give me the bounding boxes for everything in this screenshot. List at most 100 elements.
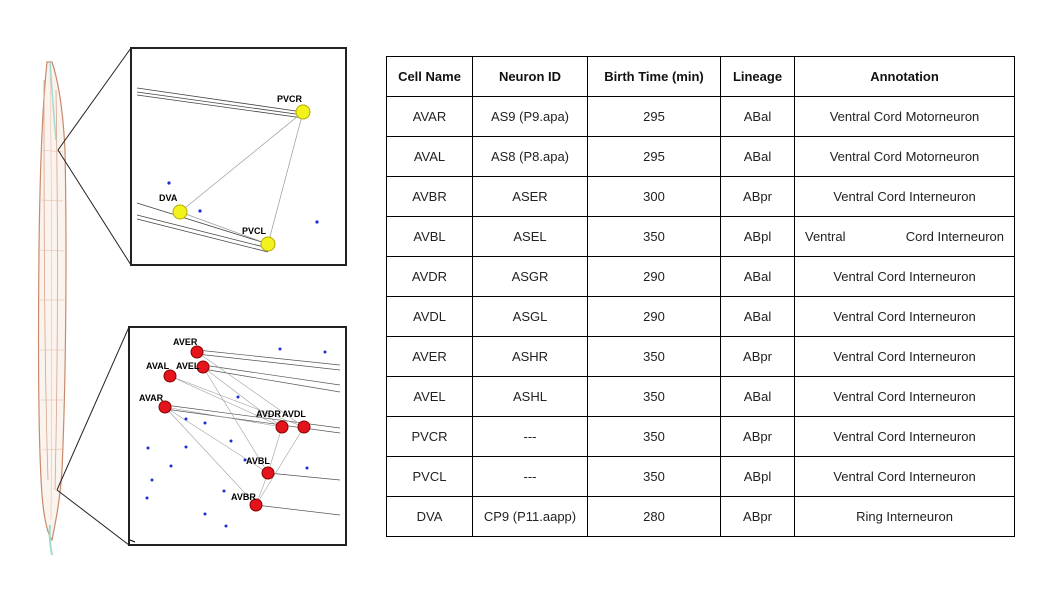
annotation-part-left: Ventral — [805, 229, 846, 244]
birth-time: 290 — [587, 296, 721, 337]
neuron-id: CP9 (P11.aapp) — [472, 496, 588, 537]
zoom-callout-lines — [56, 47, 132, 546]
neuron-id: AS9 (P9.apa) — [472, 96, 588, 137]
lineage: ABpl — [720, 216, 795, 257]
table-row: AVDR ASGR 290 ABal Ventral Cord Interneu… — [386, 256, 1015, 297]
annotation: Ventral Cord Interneuron — [794, 416, 1015, 457]
lineage: ABpr — [720, 496, 795, 537]
cell-name: DVA — [386, 496, 473, 537]
annotation: Ventral Cord Interneuron — [794, 256, 1015, 297]
node-avbl — [261, 466, 275, 480]
node-avdl — [297, 420, 311, 434]
cell-name: AVBR — [386, 176, 473, 217]
label-avdl: AVDL — [282, 409, 306, 419]
lineage: ABal — [720, 376, 795, 417]
cell-name: AVBL — [386, 216, 473, 257]
birth-time: 295 — [587, 136, 721, 177]
neuron-id: ASEL — [472, 216, 588, 257]
header-neuron-id: Neuron ID — [472, 56, 588, 97]
neuron-id: ASGL — [472, 296, 588, 337]
label-aval: AVAL — [146, 361, 170, 371]
figure-svg: PVCR DVA PVCL — [37, 47, 347, 556]
label-avar: AVAR — [139, 393, 164, 403]
label-aver: AVER — [173, 337, 198, 347]
label-pvcl: PVCL — [242, 226, 267, 236]
node-avar — [158, 400, 172, 414]
node-avbr — [249, 498, 263, 512]
lineage: ABpr — [720, 176, 795, 217]
annotation: Ventral Cord Motorneuron — [794, 96, 1015, 137]
neuron-table: Cell Name Neuron ID Birth Time (min) Lin… — [386, 56, 1015, 537]
neuron-id: ASHR — [472, 336, 588, 377]
worm-neuron-figure: PVCR DVA PVCL — [0, 0, 380, 595]
cell-name: AVDR — [386, 256, 473, 297]
node-avdr — [275, 420, 289, 434]
annotation: Ventral Cord Interneuron — [794, 456, 1015, 497]
table-row: AVER ASHR 350 ABpr Ventral Cord Interneu… — [386, 336, 1015, 377]
birth-time: 280 — [587, 496, 721, 537]
annotation: Ventral Cord Interneuron — [794, 296, 1015, 337]
neuron-id: --- — [472, 456, 588, 497]
lineage: ABal — [720, 256, 795, 297]
birth-time: 295 — [587, 96, 721, 137]
birth-time: 300 — [587, 176, 721, 217]
header-annotation: Annotation — [794, 56, 1015, 97]
lineage: ABal — [720, 136, 795, 177]
label-pvcr: PVCR — [277, 94, 303, 104]
node-pvcl — [260, 236, 276, 252]
annotation-part-right: Cord Interneuron — [905, 229, 1004, 244]
cell-name: PVCL — [386, 456, 473, 497]
table-row: PVCR --- 350 ABpr Ventral Cord Interneur… — [386, 416, 1015, 457]
lineage: ABpl — [720, 456, 795, 497]
annotation: Ring Interneuron — [794, 496, 1015, 537]
table-row: PVCL --- 350 ABpl Ventral Cord Interneur… — [386, 456, 1015, 497]
table-header-row: Cell Name Neuron ID Birth Time (min) Lin… — [386, 56, 1015, 97]
worm-head-tip — [49, 61, 57, 141]
cell-name: AVDL — [386, 296, 473, 337]
label-avel: AVEL — [176, 361, 200, 371]
table-row: AVBR ASER 300 ABpr Ventral Cord Interneu… — [386, 176, 1015, 217]
annotation: Ventral Cord Interneuron — [794, 176, 1015, 217]
neuron-id: ASHL — [472, 376, 588, 417]
birth-time: 350 — [587, 216, 721, 257]
top-zoom-panel: PVCR DVA PVCL — [130, 47, 347, 266]
neuron-id: --- — [472, 416, 588, 457]
worm-body — [37, 61, 67, 556]
table-row: AVAL AS8 (P8.apa) 295 ABal Ventral Cord … — [386, 136, 1015, 177]
table-row: AVDL ASGL 290 ABal Ventral Cord Interneu… — [386, 296, 1015, 337]
cell-name: AVEL — [386, 376, 473, 417]
node-aver — [190, 345, 204, 359]
neuron-id: ASGR — [472, 256, 588, 297]
neuron-id: AS8 (P8.apa) — [472, 136, 588, 177]
annotation-split: Ventral Cord Interneuron — [795, 229, 1014, 244]
table-row: AVBL ASEL 350 ABpl Ventral Cord Interneu… — [386, 216, 1015, 257]
lineage: ABpr — [720, 336, 795, 377]
cell-name: AVAL — [386, 136, 473, 177]
lineage: ABal — [720, 96, 795, 137]
annotation: Ventral Cord Motorneuron — [794, 136, 1015, 177]
cell-name: AVER — [386, 336, 473, 377]
node-avel — [196, 360, 210, 374]
label-avbr: AVBR — [231, 492, 256, 502]
worm-tail-tip — [48, 524, 53, 556]
node-aval — [163, 369, 177, 383]
header-lineage: Lineage — [720, 56, 795, 97]
label-avdr: AVDR — [256, 409, 281, 419]
bottom-zoom-panel: AVER AVAL AVEL AVAR AVDR AVDL AVBL AVBR — [128, 326, 347, 546]
neuron-id: ASER — [472, 176, 588, 217]
cell-name: AVAR — [386, 96, 473, 137]
header-cell-name: Cell Name — [386, 56, 473, 97]
table-row: AVEL ASHL 350 ABal Ventral Cord Interneu… — [386, 376, 1015, 417]
annotation: Ventral Cord Interneuron — [794, 376, 1015, 417]
table-row: DVA CP9 (P11.aapp) 280 ABpr Ring Interne… — [386, 496, 1015, 537]
birth-time: 290 — [587, 256, 721, 297]
lineage: ABpr — [720, 416, 795, 457]
node-pvcr — [295, 104, 311, 120]
birth-time: 350 — [587, 456, 721, 497]
annotation: Ventral Cord Interneuron — [794, 336, 1015, 377]
label-dva: DVA — [159, 193, 178, 203]
birth-time: 350 — [587, 416, 721, 457]
header-birth-time: Birth Time (min) — [587, 56, 721, 97]
cell-name: PVCR — [386, 416, 473, 457]
birth-time: 350 — [587, 336, 721, 377]
